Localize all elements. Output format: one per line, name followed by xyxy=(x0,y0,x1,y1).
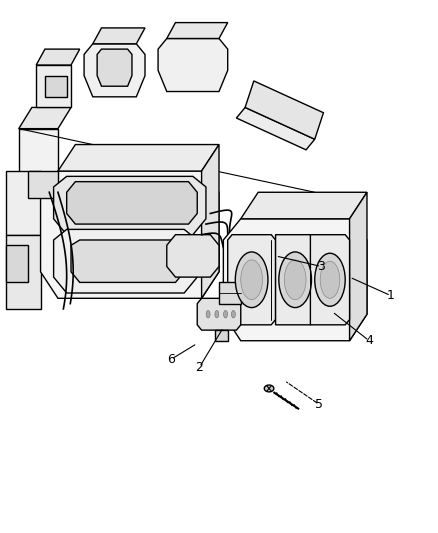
Ellipse shape xyxy=(320,261,340,298)
Ellipse shape xyxy=(264,385,274,392)
Ellipse shape xyxy=(315,253,345,306)
Ellipse shape xyxy=(223,311,227,318)
Polygon shape xyxy=(6,171,41,235)
Polygon shape xyxy=(97,49,132,86)
Polygon shape xyxy=(158,38,228,92)
Text: 3: 3 xyxy=(318,260,325,273)
Polygon shape xyxy=(223,219,367,341)
Ellipse shape xyxy=(235,252,268,308)
Polygon shape xyxy=(276,235,315,325)
Polygon shape xyxy=(197,298,241,330)
Text: 1: 1 xyxy=(387,289,395,302)
Text: 4: 4 xyxy=(365,334,373,347)
Polygon shape xyxy=(350,192,367,341)
Text: 2: 2 xyxy=(195,361,203,374)
Ellipse shape xyxy=(206,311,210,318)
Polygon shape xyxy=(58,144,219,171)
Polygon shape xyxy=(36,49,80,65)
Ellipse shape xyxy=(231,311,235,318)
Ellipse shape xyxy=(241,260,262,300)
Polygon shape xyxy=(84,44,145,97)
Polygon shape xyxy=(45,76,67,97)
Polygon shape xyxy=(215,330,228,341)
Polygon shape xyxy=(41,171,219,298)
Polygon shape xyxy=(245,81,323,139)
Polygon shape xyxy=(241,192,367,219)
Text: 5: 5 xyxy=(315,398,323,411)
Polygon shape xyxy=(36,65,71,108)
Polygon shape xyxy=(6,245,28,282)
Polygon shape xyxy=(53,229,197,293)
Ellipse shape xyxy=(215,311,219,318)
Polygon shape xyxy=(237,108,315,150)
Polygon shape xyxy=(93,28,145,44)
Polygon shape xyxy=(228,235,276,325)
Polygon shape xyxy=(6,235,41,309)
Ellipse shape xyxy=(279,252,311,308)
Polygon shape xyxy=(201,144,219,298)
Polygon shape xyxy=(19,108,71,128)
Polygon shape xyxy=(19,128,58,203)
Polygon shape xyxy=(53,176,206,235)
Polygon shape xyxy=(71,240,184,282)
Polygon shape xyxy=(167,235,219,277)
Polygon shape xyxy=(167,22,228,38)
Ellipse shape xyxy=(284,260,306,300)
Polygon shape xyxy=(67,182,197,224)
Text: 6: 6 xyxy=(167,353,175,366)
Polygon shape xyxy=(28,171,58,198)
Polygon shape xyxy=(219,282,241,304)
Polygon shape xyxy=(311,235,350,325)
